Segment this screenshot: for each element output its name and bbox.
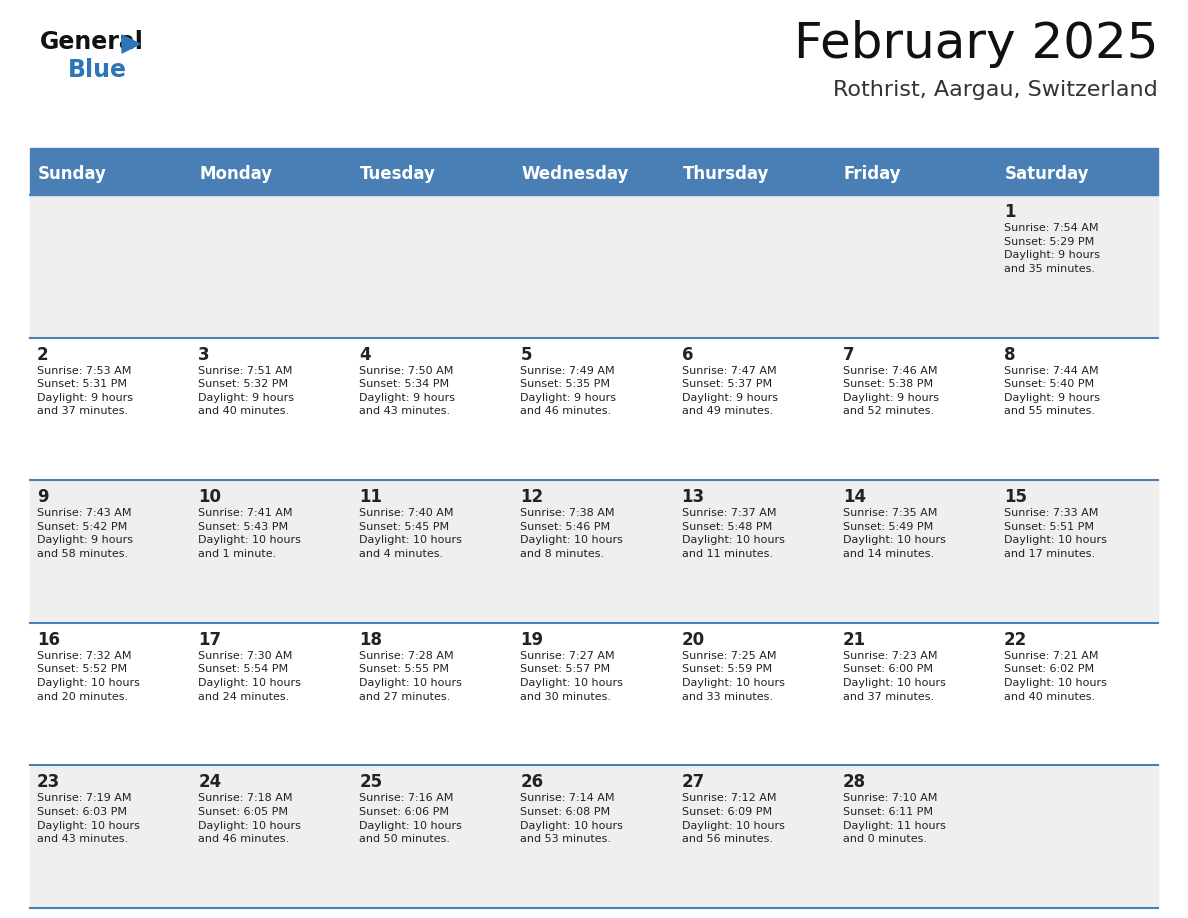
Text: Sunrise: 7:44 AM
Sunset: 5:40 PM
Daylight: 9 hours
and 55 minutes.: Sunrise: 7:44 AM Sunset: 5:40 PM Dayligh…: [1004, 365, 1100, 417]
Text: 1: 1: [1004, 203, 1016, 221]
Text: Sunrise: 7:41 AM
Sunset: 5:43 PM
Daylight: 10 hours
and 1 minute.: Sunrise: 7:41 AM Sunset: 5:43 PM Dayligh…: [198, 509, 301, 559]
Text: 15: 15: [1004, 488, 1026, 506]
Text: Sunrise: 7:28 AM
Sunset: 5:55 PM
Daylight: 10 hours
and 27 minutes.: Sunrise: 7:28 AM Sunset: 5:55 PM Dayligh…: [359, 651, 462, 701]
Text: Monday: Monday: [200, 165, 272, 183]
Bar: [30, 622, 1158, 766]
Text: 25: 25: [359, 773, 383, 791]
Text: Sunrise: 7:37 AM
Sunset: 5:48 PM
Daylight: 10 hours
and 11 minutes.: Sunrise: 7:37 AM Sunset: 5:48 PM Dayligh…: [682, 509, 784, 559]
Text: Sunrise: 7:53 AM
Sunset: 5:31 PM
Daylight: 9 hours
and 37 minutes.: Sunrise: 7:53 AM Sunset: 5:31 PM Dayligh…: [37, 365, 133, 417]
Text: 28: 28: [842, 773, 866, 791]
Text: Sunrise: 7:14 AM
Sunset: 6:08 PM
Daylight: 10 hours
and 53 minutes.: Sunrise: 7:14 AM Sunset: 6:08 PM Dayligh…: [520, 793, 624, 845]
Text: 23: 23: [37, 773, 61, 791]
Text: Sunrise: 7:54 AM
Sunset: 5:29 PM
Daylight: 9 hours
and 35 minutes.: Sunrise: 7:54 AM Sunset: 5:29 PM Dayligh…: [1004, 223, 1100, 274]
Text: Sunrise: 7:23 AM
Sunset: 6:00 PM
Daylight: 10 hours
and 37 minutes.: Sunrise: 7:23 AM Sunset: 6:00 PM Dayligh…: [842, 651, 946, 701]
Text: Sunrise: 7:27 AM
Sunset: 5:57 PM
Daylight: 10 hours
and 30 minutes.: Sunrise: 7:27 AM Sunset: 5:57 PM Dayligh…: [520, 651, 624, 701]
Text: Sunrise: 7:40 AM
Sunset: 5:45 PM
Daylight: 10 hours
and 4 minutes.: Sunrise: 7:40 AM Sunset: 5:45 PM Dayligh…: [359, 509, 462, 559]
Text: Sunrise: 7:25 AM
Sunset: 5:59 PM
Daylight: 10 hours
and 33 minutes.: Sunrise: 7:25 AM Sunset: 5:59 PM Dayligh…: [682, 651, 784, 701]
Text: 18: 18: [359, 631, 383, 649]
Text: 14: 14: [842, 488, 866, 506]
Text: Sunrise: 7:12 AM
Sunset: 6:09 PM
Daylight: 10 hours
and 56 minutes.: Sunrise: 7:12 AM Sunset: 6:09 PM Dayligh…: [682, 793, 784, 845]
Text: 2: 2: [37, 345, 49, 364]
Bar: [30, 148, 1158, 153]
Text: Sunrise: 7:18 AM
Sunset: 6:05 PM
Daylight: 10 hours
and 46 minutes.: Sunrise: 7:18 AM Sunset: 6:05 PM Dayligh…: [198, 793, 301, 845]
Text: Sunrise: 7:49 AM
Sunset: 5:35 PM
Daylight: 9 hours
and 46 minutes.: Sunrise: 7:49 AM Sunset: 5:35 PM Dayligh…: [520, 365, 617, 417]
Text: 17: 17: [198, 631, 221, 649]
Text: 20: 20: [682, 631, 704, 649]
Polygon shape: [122, 35, 140, 53]
Text: Sunrise: 7:47 AM
Sunset: 5:37 PM
Daylight: 9 hours
and 49 minutes.: Sunrise: 7:47 AM Sunset: 5:37 PM Dayligh…: [682, 365, 778, 417]
Text: Sunrise: 7:33 AM
Sunset: 5:51 PM
Daylight: 10 hours
and 17 minutes.: Sunrise: 7:33 AM Sunset: 5:51 PM Dayligh…: [1004, 509, 1107, 559]
Text: Thursday: Thursday: [683, 165, 769, 183]
Text: Sunrise: 7:32 AM
Sunset: 5:52 PM
Daylight: 10 hours
and 20 minutes.: Sunrise: 7:32 AM Sunset: 5:52 PM Dayligh…: [37, 651, 140, 701]
Text: Sunrise: 7:38 AM
Sunset: 5:46 PM
Daylight: 10 hours
and 8 minutes.: Sunrise: 7:38 AM Sunset: 5:46 PM Dayligh…: [520, 509, 624, 559]
Text: Saturday: Saturday: [1005, 165, 1089, 183]
Text: Sunrise: 7:30 AM
Sunset: 5:54 PM
Daylight: 10 hours
and 24 minutes.: Sunrise: 7:30 AM Sunset: 5:54 PM Dayligh…: [198, 651, 301, 701]
Text: 11: 11: [359, 488, 383, 506]
Text: 7: 7: [842, 345, 854, 364]
Text: Sunrise: 7:16 AM
Sunset: 6:06 PM
Daylight: 10 hours
and 50 minutes.: Sunrise: 7:16 AM Sunset: 6:06 PM Dayligh…: [359, 793, 462, 845]
Text: 13: 13: [682, 488, 704, 506]
Text: 3: 3: [198, 345, 210, 364]
Text: February 2025: February 2025: [794, 20, 1158, 68]
Text: 9: 9: [37, 488, 49, 506]
Text: Blue: Blue: [68, 58, 127, 82]
Text: 5: 5: [520, 345, 532, 364]
Text: 22: 22: [1004, 631, 1028, 649]
Text: Rothrist, Aargau, Switzerland: Rothrist, Aargau, Switzerland: [833, 80, 1158, 100]
Text: 21: 21: [842, 631, 866, 649]
Text: 27: 27: [682, 773, 704, 791]
Bar: [30, 153, 1158, 195]
Text: 19: 19: [520, 631, 544, 649]
Text: 6: 6: [682, 345, 693, 364]
Text: Tuesday: Tuesday: [360, 165, 436, 183]
Text: Sunrise: 7:19 AM
Sunset: 6:03 PM
Daylight: 10 hours
and 43 minutes.: Sunrise: 7:19 AM Sunset: 6:03 PM Dayligh…: [37, 793, 140, 845]
Text: 8: 8: [1004, 345, 1016, 364]
Bar: [30, 338, 1158, 480]
Text: 24: 24: [198, 773, 221, 791]
Text: 16: 16: [37, 631, 61, 649]
Text: General: General: [40, 30, 144, 54]
Text: Sunrise: 7:46 AM
Sunset: 5:38 PM
Daylight: 9 hours
and 52 minutes.: Sunrise: 7:46 AM Sunset: 5:38 PM Dayligh…: [842, 365, 939, 417]
Text: 10: 10: [198, 488, 221, 506]
Text: Sunrise: 7:10 AM
Sunset: 6:11 PM
Daylight: 11 hours
and 0 minutes.: Sunrise: 7:10 AM Sunset: 6:11 PM Dayligh…: [842, 793, 946, 845]
Text: Sunrise: 7:50 AM
Sunset: 5:34 PM
Daylight: 9 hours
and 43 minutes.: Sunrise: 7:50 AM Sunset: 5:34 PM Dayligh…: [359, 365, 455, 417]
Bar: [30, 195, 1158, 338]
Text: Sunrise: 7:21 AM
Sunset: 6:02 PM
Daylight: 10 hours
and 40 minutes.: Sunrise: 7:21 AM Sunset: 6:02 PM Dayligh…: [1004, 651, 1107, 701]
Text: Sunrise: 7:51 AM
Sunset: 5:32 PM
Daylight: 9 hours
and 40 minutes.: Sunrise: 7:51 AM Sunset: 5:32 PM Dayligh…: [198, 365, 295, 417]
Text: Sunrise: 7:35 AM
Sunset: 5:49 PM
Daylight: 10 hours
and 14 minutes.: Sunrise: 7:35 AM Sunset: 5:49 PM Dayligh…: [842, 509, 946, 559]
Text: Wednesday: Wednesday: [522, 165, 628, 183]
Text: 26: 26: [520, 773, 544, 791]
Bar: [30, 480, 1158, 622]
Text: 4: 4: [359, 345, 371, 364]
Bar: [30, 766, 1158, 908]
Text: Friday: Friday: [843, 165, 902, 183]
Text: Sunrise: 7:43 AM
Sunset: 5:42 PM
Daylight: 9 hours
and 58 minutes.: Sunrise: 7:43 AM Sunset: 5:42 PM Dayligh…: [37, 509, 133, 559]
Text: 12: 12: [520, 488, 544, 506]
Text: Sunday: Sunday: [38, 165, 107, 183]
